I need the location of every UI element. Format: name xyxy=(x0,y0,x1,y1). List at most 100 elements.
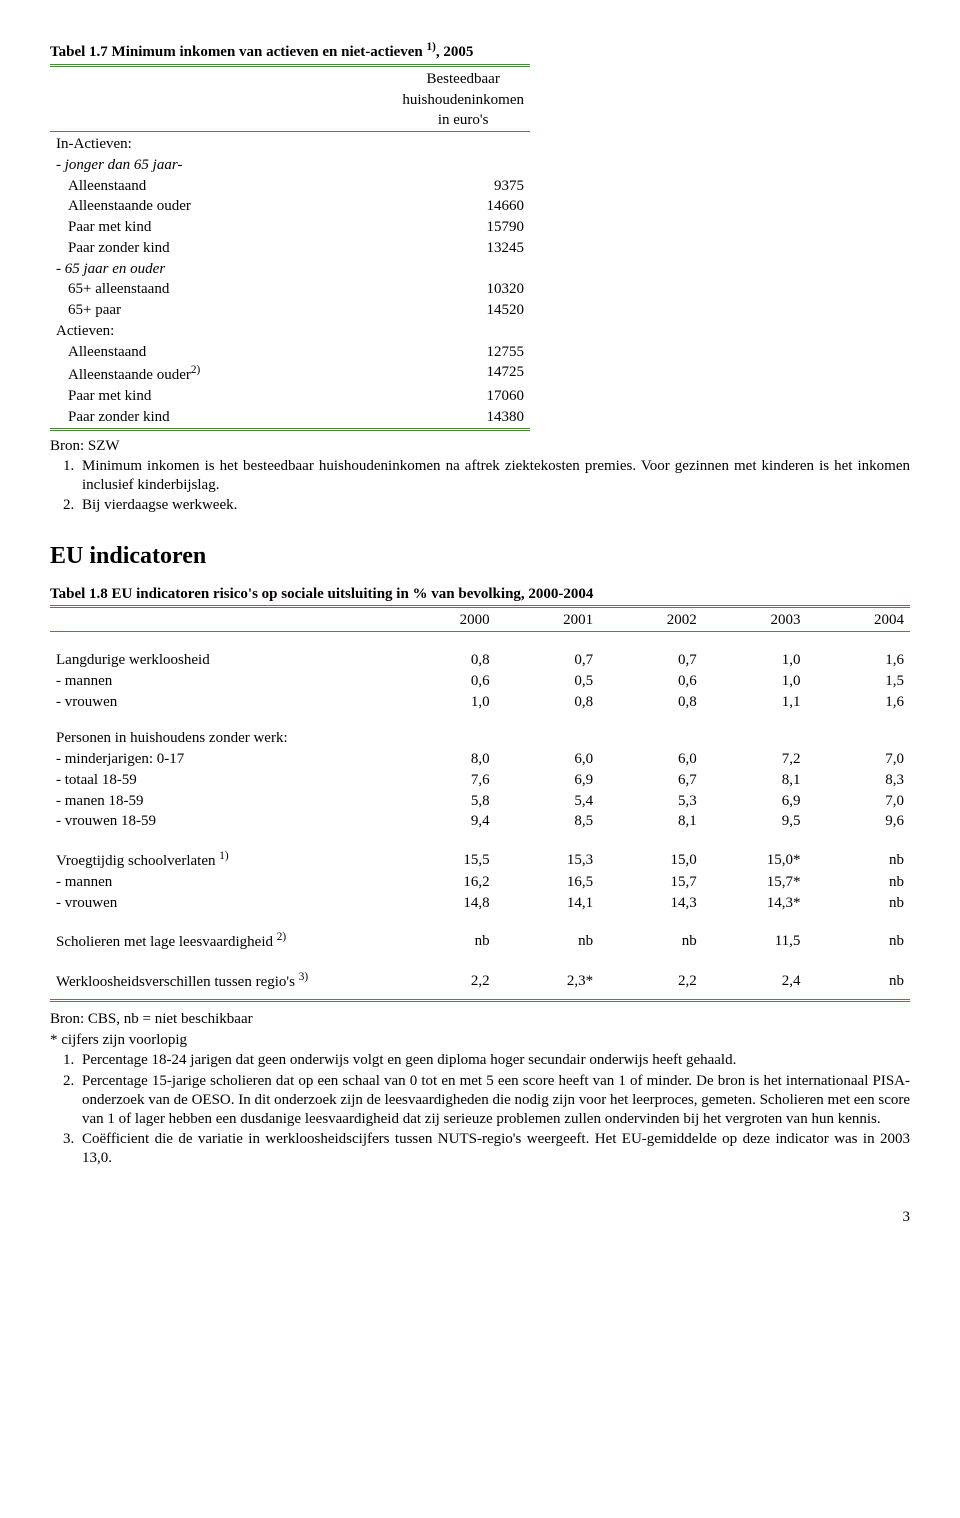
table-row-value: 17060 xyxy=(396,386,530,407)
table-cell: 15,0* xyxy=(703,848,807,872)
table-cell: 14,3* xyxy=(703,893,807,914)
table-cell: 0,8 xyxy=(392,650,496,671)
table-cell: 8,3 xyxy=(806,770,910,791)
table-row-label: Langdurige werkloosheid xyxy=(50,650,392,671)
page-number: 3 xyxy=(50,1208,910,1227)
table18-footnote-2: Percentage 15-jarige scholieren dat op e… xyxy=(78,1072,910,1128)
table18-source: Bron: CBS, nb = niet beschikbaar xyxy=(50,1010,910,1029)
table18-year-header: 2001 xyxy=(496,610,600,631)
table18-bottom-border xyxy=(50,1000,910,1004)
table-cell: 14,8 xyxy=(392,893,496,914)
table-cell: 1,6 xyxy=(806,692,910,713)
table-cell: 0,5 xyxy=(496,671,600,692)
table-cell: 8,1 xyxy=(599,811,703,832)
table-cell: 15,7* xyxy=(703,872,807,893)
table-row-label-text: Alleenstaande ouder xyxy=(68,367,191,383)
table-row-label: Alleenstaande ouder2) xyxy=(50,362,396,386)
table-row-label: - vrouwen xyxy=(50,692,392,713)
table-row-label: Alleenstaande ouder xyxy=(50,196,396,217)
table-cell: 1,1 xyxy=(703,692,807,713)
table-row-label: Scholieren met lage leesvaardigheid 2) xyxy=(50,929,392,953)
table-row-label: Paar zonder kind xyxy=(50,407,396,429)
table17-header-l1: Besteedbaar xyxy=(396,69,530,90)
table-row-label: - mannen xyxy=(50,671,392,692)
table-cell: 0,7 xyxy=(496,650,600,671)
table-row-label-text: Werkloosheidsverschillen tussen regio's xyxy=(56,974,299,990)
table-row-sup: 1) xyxy=(219,850,228,862)
table-row-label-text: Scholieren met lage leesvaardigheid xyxy=(56,934,277,950)
table-cell: 6,7 xyxy=(599,770,703,791)
table-cell: 14,3 xyxy=(599,893,703,914)
table-cell: 1,0 xyxy=(703,650,807,671)
table-cell: 9,4 xyxy=(392,811,496,832)
table-cell: 0,7 xyxy=(599,650,703,671)
table-cell: 2,2 xyxy=(599,969,703,993)
table-cell: nb xyxy=(806,893,910,914)
table-cell: 5,3 xyxy=(599,791,703,812)
table-cell: nb xyxy=(599,929,703,953)
table-cell: 7,0 xyxy=(806,791,910,812)
table-cell: 8,5 xyxy=(496,811,600,832)
table17-actieven-heading: Actieven: xyxy=(50,321,396,342)
table17-title: Tabel 1.7 Minimum inkomen van actieven e… xyxy=(50,40,910,62)
table-cell: 16,2 xyxy=(392,872,496,893)
table18-title: Tabel 1.8 EU indicatoren risico's op soc… xyxy=(50,585,910,604)
table-cell: 16,5 xyxy=(496,872,600,893)
table-row-value: 15790 xyxy=(396,217,530,238)
table-row-label: 65+ paar xyxy=(50,300,396,321)
table-cell: 11,5 xyxy=(703,929,807,953)
table-row-label: Paar met kind xyxy=(50,217,396,238)
table-row-label: 65+ alleenstaand xyxy=(50,279,396,300)
table17-notes: Bron: SZW Minimum inkomen is het besteed… xyxy=(50,437,910,515)
table-row-value: 14725 xyxy=(396,362,530,386)
table-row-sup: 2) xyxy=(277,931,286,943)
table-row-value: 14660 xyxy=(396,196,530,217)
table-row-label: - totaal 18-59 xyxy=(50,770,392,791)
table-row-value: 9375 xyxy=(396,176,530,197)
table-cell: 15,0 xyxy=(599,848,703,872)
table-cell: 14,1 xyxy=(496,893,600,914)
table-cell: 8,0 xyxy=(392,749,496,770)
table17-note-2: Bij vierdaagse werkweek. xyxy=(78,496,910,515)
table17-title-sup: 1) xyxy=(427,41,436,53)
table-cell: nb xyxy=(496,929,600,953)
table18-group-heading: Personen in huishoudens zonder werk: xyxy=(50,728,392,749)
table-cell: nb xyxy=(806,872,910,893)
table17-jonger65-heading: - jonger dan 65 jaar- xyxy=(50,155,396,176)
table-cell: nb xyxy=(392,929,496,953)
table-cell: 0,6 xyxy=(599,671,703,692)
table-cell: 7,0 xyxy=(806,749,910,770)
table-cell: 0,8 xyxy=(496,692,600,713)
table-cell: nb xyxy=(806,848,910,872)
table-cell: 6,0 xyxy=(599,749,703,770)
table-cell: nb xyxy=(806,969,910,993)
table-cell: 1,5 xyxy=(806,671,910,692)
table-row-label: Paar met kind xyxy=(50,386,396,407)
table-row-label: Alleenstaand xyxy=(50,342,396,363)
table18-year-header: 2000 xyxy=(392,610,496,631)
table-cell: 7,2 xyxy=(703,749,807,770)
table-cell: 1,6 xyxy=(806,650,910,671)
table-cell: 0,6 xyxy=(392,671,496,692)
table17-title-prefix: Tabel 1.7 Minimum inkomen van actieven e… xyxy=(50,44,427,60)
table-cell: 5,8 xyxy=(392,791,496,812)
table-cell: 8,1 xyxy=(703,770,807,791)
table-cell: 9,5 xyxy=(703,811,807,832)
table-cell: 15,5 xyxy=(392,848,496,872)
table-cell: 2,2 xyxy=(392,969,496,993)
table-row-label: Alleenstaand xyxy=(50,176,396,197)
table18-footnote-3: Coëfficient die de variatie in werkloosh… xyxy=(78,1130,910,1168)
table-cell: 6,9 xyxy=(703,791,807,812)
table-cell: 15,3 xyxy=(496,848,600,872)
table-row-label: - minderjarigen: 0-17 xyxy=(50,749,392,770)
table-cell: 1,0 xyxy=(703,671,807,692)
table-cell: 7,6 xyxy=(392,770,496,791)
table-cell: 2,3* xyxy=(496,969,600,993)
table18-year-header: 2004 xyxy=(806,610,910,631)
table-cell: 1,0 xyxy=(392,692,496,713)
table17-header-l2: huishoudeninkomen xyxy=(396,90,530,111)
table17-inactieven-heading: In-Actieven: xyxy=(50,134,396,155)
table-row-sup: 2) xyxy=(191,364,200,376)
table-row-label: - manen 18-59 xyxy=(50,791,392,812)
table18-footnote-1: Percentage 18-24 jarigen dat geen onderw… xyxy=(78,1051,910,1070)
